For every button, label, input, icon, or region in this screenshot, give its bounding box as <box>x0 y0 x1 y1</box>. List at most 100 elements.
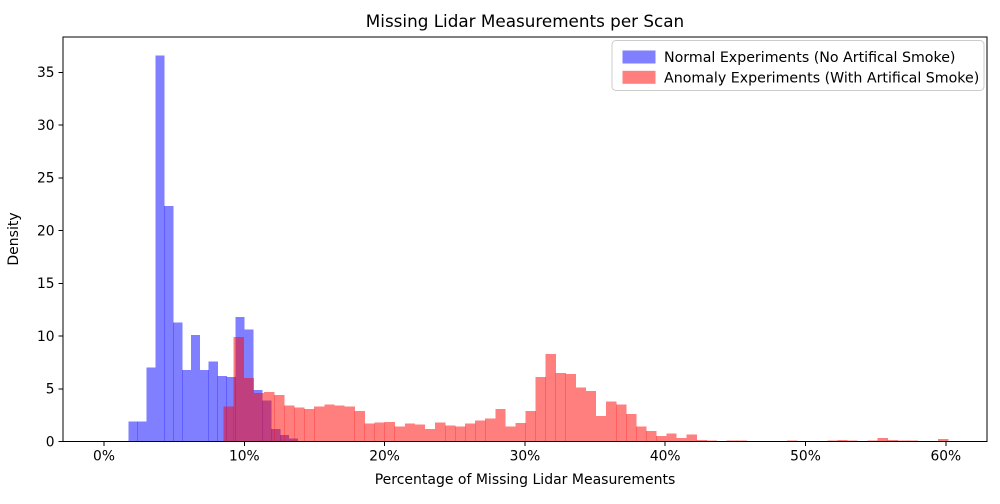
histogram-bar <box>656 436 667 442</box>
histogram-bar <box>666 433 677 442</box>
histogram-bar <box>223 406 235 442</box>
histogram-bar <box>217 376 227 442</box>
histogram-bar <box>444 425 456 442</box>
histogram-bar <box>164 206 174 442</box>
histogram-bar <box>646 430 657 442</box>
histogram-bar <box>897 440 909 442</box>
histogram-bar <box>404 423 416 442</box>
histogram-bar <box>284 405 295 442</box>
histogram-bar <box>455 426 466 442</box>
histogram-bar <box>787 440 798 442</box>
histogram-bar <box>636 426 647 442</box>
y-tick-label: 0 <box>46 434 55 450</box>
histogram-bar <box>364 423 375 442</box>
histogram-bar <box>434 422 446 442</box>
histogram-bar <box>190 334 201 442</box>
histogram-bar <box>736 440 748 442</box>
histogram-bar <box>505 426 516 442</box>
x-tick-label: 30% <box>510 449 541 465</box>
histogram-bar <box>414 424 426 442</box>
histogram-bar <box>475 420 486 442</box>
y-tick-label: 5 <box>46 382 55 398</box>
histogram-bar <box>233 337 245 442</box>
histogram-bar <box>334 405 345 442</box>
histogram-bar <box>304 408 315 442</box>
histogram-bar <box>128 421 138 442</box>
histogram-bar <box>545 353 556 442</box>
histogram-bar <box>626 414 637 442</box>
histogram-bar <box>595 416 607 442</box>
y-tick-label: 10 <box>37 329 55 345</box>
chart-title: Missing Lidar Measurements per Scan <box>366 11 684 31</box>
histogram-bar <box>424 428 436 442</box>
histogram-bar <box>263 391 275 442</box>
histogram-bar <box>525 410 536 442</box>
legend-swatch-anomaly <box>622 70 656 84</box>
histogram-bar <box>887 439 898 442</box>
histogram-bar <box>686 434 697 442</box>
histogram-bar <box>485 418 496 442</box>
histogram-bar <box>384 421 395 442</box>
histogram-bar <box>696 439 707 442</box>
y-tick-label: 20 <box>37 223 55 239</box>
histogram-bar <box>605 401 617 442</box>
histogram-bar <box>555 372 566 442</box>
histogram-bar <box>726 440 738 442</box>
legend: Normal Experiments (No Artifical Smoke) … <box>611 40 985 91</box>
histogram-bar <box>495 408 506 442</box>
histogram-bar <box>314 406 325 442</box>
histogram-bar <box>208 361 218 442</box>
x-tick-label: 60% <box>930 449 961 465</box>
legend-swatch-normal <box>622 50 656 64</box>
legend-label-anomaly: Anomaly Experiments (With Artifical Smok… <box>664 70 979 86</box>
x-axis: 0% 10% 20% 30% 40% 50% 60% <box>93 441 961 465</box>
series-normal-bars <box>128 55 299 442</box>
histogram-bar <box>837 439 848 442</box>
histogram-bar <box>847 440 858 442</box>
histogram-bar <box>535 377 546 442</box>
histogram-bar <box>294 407 305 442</box>
histogram-bar <box>867 440 878 442</box>
histogram-bar <box>575 387 587 442</box>
histogram-bar <box>515 423 526 442</box>
x-tick-label: 50% <box>790 449 821 465</box>
histogram-bar <box>253 392 265 442</box>
histogram-bar <box>706 440 717 442</box>
histogram-bar <box>465 423 476 442</box>
legend-box <box>611 40 985 91</box>
histogram-bar <box>324 404 335 442</box>
y-tick-label: 35 <box>37 65 55 81</box>
histogram-bar <box>243 378 255 442</box>
histogram-bar <box>907 440 919 442</box>
histogram-bar <box>585 390 597 442</box>
x-tick-label: 20% <box>369 449 400 465</box>
histogram-bar <box>616 404 627 442</box>
histogram-bar <box>565 373 577 442</box>
histogram-bar <box>354 410 365 442</box>
histogram-bar <box>273 395 285 442</box>
y-axis-label: Density <box>6 212 22 265</box>
histogram-bar <box>137 421 147 442</box>
histogram-bar <box>937 438 949 442</box>
x-tick-label: 0% <box>93 449 115 465</box>
y-tick-label: 25 <box>37 171 55 187</box>
histogram-bar <box>155 55 165 442</box>
histogram-bar <box>394 426 406 442</box>
legend-label-normal: Normal Experiments (No Artifical Smoke) <box>664 50 955 66</box>
histogram-bar <box>173 322 183 442</box>
y-axis: 0 5 10 15 20 25 30 35 <box>37 65 63 450</box>
series-anomaly-bars <box>223 337 959 442</box>
histogram-bar <box>374 422 385 442</box>
histogram-bar <box>877 437 888 442</box>
y-tick-label: 15 <box>37 276 55 292</box>
histogram-bar <box>146 367 156 442</box>
histogram-bar <box>199 369 210 442</box>
y-tick-label: 30 <box>37 118 55 134</box>
x-axis-label: Percentage of Missing Lidar Measurements <box>375 472 676 488</box>
histogram-bar <box>676 437 687 442</box>
x-tick-label: 40% <box>650 449 681 465</box>
x-tick-label: 10% <box>229 449 260 465</box>
histogram-bar <box>182 369 192 442</box>
